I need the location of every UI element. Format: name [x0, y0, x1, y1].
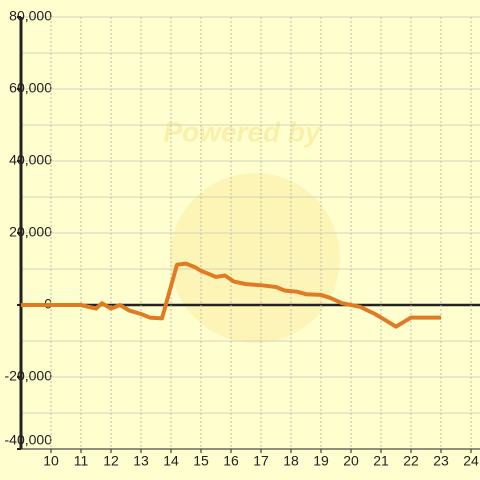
x-tick-label: 18: [283, 453, 299, 469]
y-tick-label: 80,000: [9, 8, 52, 24]
y-tick-label: -20,000: [5, 368, 53, 384]
y-tick-label: 40,000: [9, 152, 52, 168]
x-tick-label: 19: [313, 453, 329, 469]
y-tick-label: -40,000: [5, 432, 53, 448]
x-tick-label: 11: [74, 453, 89, 469]
x-tick-label: 15: [193, 453, 209, 469]
x-tick-label: 16: [223, 453, 239, 469]
x-tick-label: 24: [463, 453, 479, 469]
x-tick-label: 13: [133, 453, 149, 469]
x-tick-label: 10: [43, 453, 59, 469]
watermark-circle: [170, 173, 340, 343]
x-tick-label: 14: [163, 453, 179, 469]
data-line: [21, 261, 441, 329]
x-tick-label: 23: [433, 453, 449, 469]
x-tick-label: 20: [343, 453, 359, 469]
watermark-text: Powered by: [163, 116, 322, 147]
y-tick-label: 60,000: [9, 80, 52, 96]
y-tick-label: 20,000: [9, 224, 52, 240]
x-tick-label: 22: [403, 453, 419, 469]
x-tick-label: 17: [253, 453, 269, 469]
x-tick-label: 12: [103, 453, 119, 469]
watermark: Powered by: [163, 116, 340, 343]
x-tick-label: 21: [373, 453, 389, 469]
